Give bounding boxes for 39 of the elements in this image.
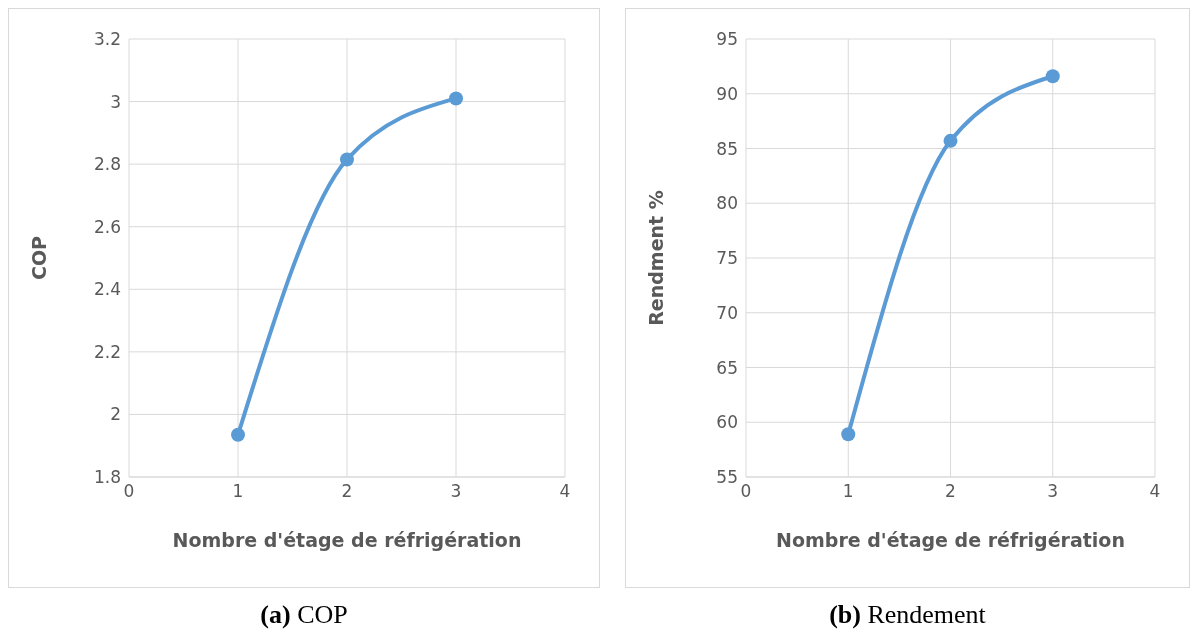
x-axis-title: Nombre d'étage de réfrigération <box>172 529 522 551</box>
text: (a) COP <box>259 600 349 630</box>
y-tick-label: 55 <box>716 467 738 488</box>
x-tick-label: 1 <box>842 481 854 502</box>
point <box>943 133 958 148</box>
text: (b) Rendement <box>828 600 987 630</box>
y-tick-label: 3.2 <box>93 29 121 50</box>
x-tick-label: 0 <box>740 481 752 502</box>
y-tick-label: 65 <box>716 357 738 378</box>
x-tick-label: 3 <box>450 481 462 502</box>
y-axis-title: COP <box>27 235 50 281</box>
y-tick-label: 2.4 <box>93 279 121 300</box>
x-tick-label: 0 <box>123 481 135 502</box>
x-tick-label: 3 <box>1047 481 1059 502</box>
x-tick-label: 1 <box>232 481 244 502</box>
x-tick-label: 4 <box>1149 481 1161 502</box>
y-axis-title: Rendment % <box>644 190 667 326</box>
y-tick-label: 2 <box>110 404 121 425</box>
x-tick-label: 2 <box>945 481 956 502</box>
point <box>340 152 354 167</box>
y-tick-label: 1.8 <box>93 467 121 488</box>
y-tick-label: 95 <box>716 29 738 50</box>
point <box>1045 69 1060 84</box>
y-tick-label: 85 <box>716 138 738 159</box>
y-tick-label: 2.2 <box>93 341 121 362</box>
y-tick-label: 3 <box>110 91 121 112</box>
y-tick-label: 2.6 <box>93 216 121 237</box>
point <box>449 91 463 106</box>
y-tick-label: 70 <box>716 302 738 323</box>
point <box>841 427 856 442</box>
y-tick-label: 75 <box>716 248 738 269</box>
y-tick-label: 80 <box>716 193 738 214</box>
y-tick-label: 2.8 <box>93 154 121 175</box>
y-tick-label: 60 <box>716 412 738 433</box>
point <box>231 427 245 442</box>
x-axis-title: Nombre d'étage de réfrigération <box>776 529 1125 551</box>
y-tick-label: 90 <box>716 83 738 104</box>
x-tick-label: 2 <box>341 481 353 502</box>
x-tick-label: 4 <box>559 481 571 502</box>
